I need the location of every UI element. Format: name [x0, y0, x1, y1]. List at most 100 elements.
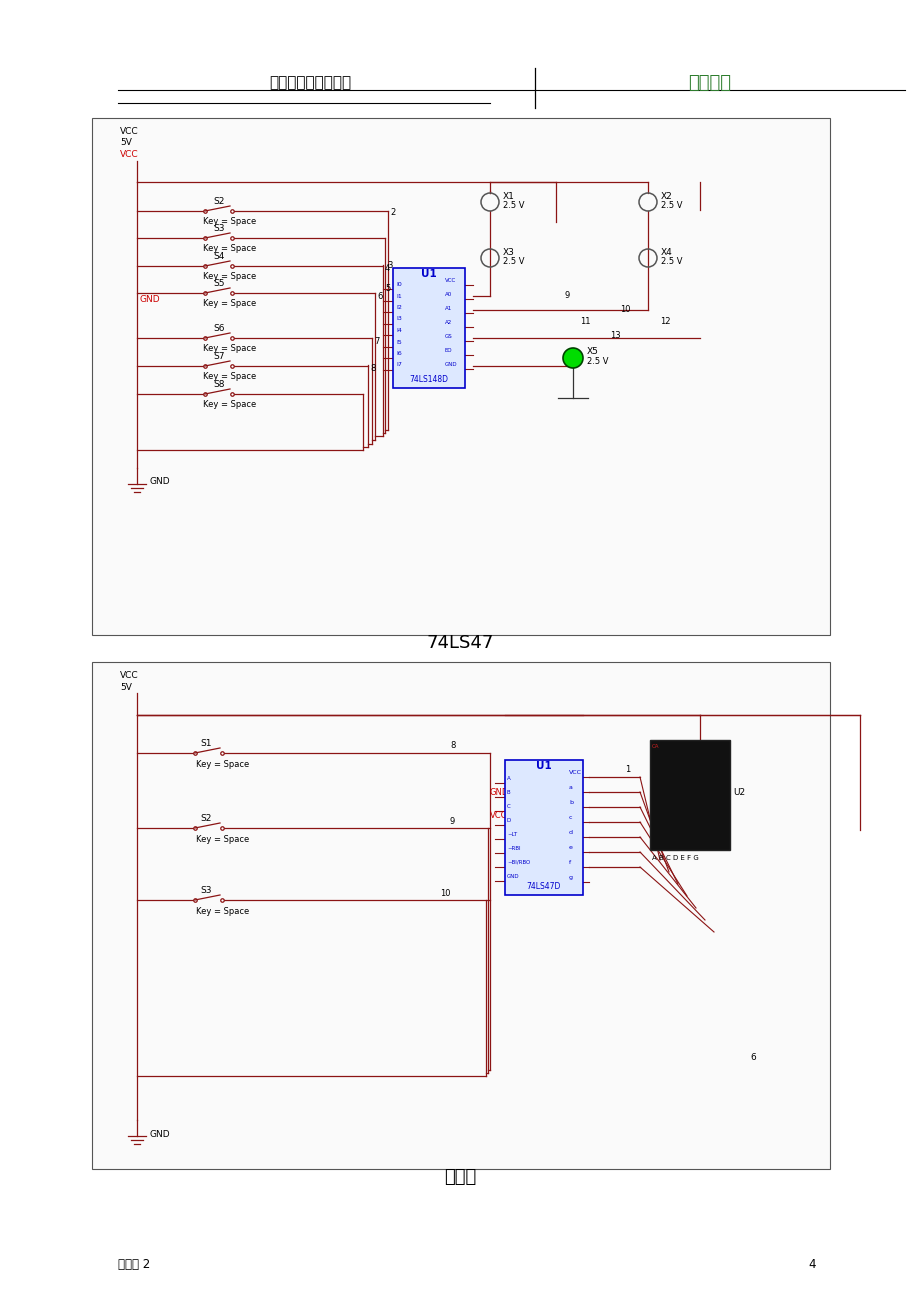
Text: A: A	[506, 776, 510, 781]
Text: 2.5 V: 2.5 V	[503, 201, 524, 210]
Text: 6: 6	[377, 292, 382, 301]
Bar	[92, 118, 829, 635]
Text: S5: S5	[213, 279, 224, 288]
Text: VCC: VCC	[119, 128, 139, 135]
Text: D: D	[506, 818, 511, 823]
Text: Key = Space: Key = Space	[196, 835, 249, 844]
Text: d: d	[568, 829, 573, 835]
Text: f: f	[568, 861, 571, 865]
Text: ~RBI: ~RBI	[506, 846, 520, 852]
Bar	[392, 268, 464, 388]
Text: A0: A0	[445, 292, 452, 297]
Circle shape	[562, 348, 583, 368]
Text: VCC: VCC	[445, 279, 456, 283]
Text: A1: A1	[445, 306, 452, 311]
Text: b: b	[568, 799, 573, 805]
Text: I3: I3	[395, 316, 402, 322]
Text: e: e	[568, 845, 573, 850]
Bar	[505, 760, 583, 894]
Text: I5: I5	[395, 340, 402, 345]
Text: C: C	[506, 805, 510, 809]
Text: U2: U2	[732, 788, 744, 797]
Text: VCC: VCC	[568, 769, 582, 775]
Text: 9: 9	[564, 292, 570, 299]
Text: GS: GS	[445, 335, 452, 339]
Text: I4: I4	[395, 328, 402, 333]
Text: X2: X2	[660, 191, 672, 201]
Text: 10: 10	[619, 305, 630, 314]
Text: 2.5 V: 2.5 V	[660, 256, 682, 266]
Bar	[650, 740, 729, 850]
Text: Key = Space: Key = Space	[203, 400, 256, 409]
Text: c: c	[568, 815, 572, 820]
Text: 3: 3	[387, 260, 391, 270]
Text: S6: S6	[213, 324, 224, 333]
Text: S1: S1	[199, 740, 211, 749]
Text: I1: I1	[395, 293, 402, 298]
Text: 13: 13	[609, 331, 620, 340]
Text: X4: X4	[660, 247, 672, 256]
Text: 1: 1	[624, 766, 630, 773]
Text: Key = Space: Key = Space	[196, 760, 249, 769]
Text: 互联网 2: 互联网 2	[118, 1258, 150, 1271]
Text: 74LS47: 74LS47	[425, 634, 494, 652]
Text: a: a	[568, 785, 573, 790]
Text: 11: 11	[579, 316, 590, 326]
Text: 5V: 5V	[119, 684, 131, 691]
Text: S7: S7	[213, 352, 224, 361]
Text: S2: S2	[213, 197, 224, 206]
Text: S3: S3	[199, 885, 211, 894]
Text: 2.5 V: 2.5 V	[503, 256, 524, 266]
Text: X5: X5	[586, 348, 598, 355]
Text: GND: GND	[150, 477, 170, 486]
Text: 页眉页脚可一键删除: 页眉页脚可一键删除	[268, 76, 351, 91]
Text: S4: S4	[213, 253, 224, 260]
Text: 4: 4	[384, 264, 390, 273]
Text: 7: 7	[374, 337, 379, 346]
Text: I2: I2	[395, 305, 402, 310]
Text: 74LS47D: 74LS47D	[527, 881, 561, 891]
Text: GND: GND	[140, 296, 161, 303]
Text: 6: 6	[749, 1053, 754, 1062]
Text: S2: S2	[199, 814, 211, 823]
Text: 2: 2	[390, 208, 395, 217]
Text: A B C D E F G: A B C D E F G	[652, 855, 698, 861]
Text: 4: 4	[807, 1258, 814, 1271]
Text: g: g	[568, 875, 573, 880]
Text: A2: A2	[445, 320, 452, 326]
Text: Key = Space: Key = Space	[196, 907, 249, 917]
Text: ~BI/RBO: ~BI/RBO	[506, 861, 529, 865]
Text: X1: X1	[503, 191, 515, 201]
Text: 2.5 V: 2.5 V	[660, 201, 682, 210]
Text: 74LS148D: 74LS148D	[409, 375, 448, 384]
Text: VCC: VCC	[490, 811, 507, 820]
Text: 8: 8	[449, 741, 455, 750]
Text: 12: 12	[659, 316, 670, 326]
Text: EO: EO	[445, 348, 452, 353]
Text: 5: 5	[384, 284, 390, 293]
Text: Key = Space: Key = Space	[203, 217, 256, 227]
Text: 仅供借鉴: 仅供借鉴	[687, 74, 731, 92]
Text: Key = Space: Key = Space	[203, 372, 256, 381]
Text: GND: GND	[506, 874, 519, 879]
Text: Key = Space: Key = Space	[203, 272, 256, 281]
Text: I0: I0	[395, 283, 402, 286]
Text: Key = Space: Key = Space	[203, 243, 256, 253]
Text: B: B	[506, 790, 510, 796]
Text: VCC: VCC	[119, 150, 139, 159]
Text: S3: S3	[213, 224, 224, 233]
Text: 2.5 V: 2.5 V	[586, 357, 607, 366]
Text: 8: 8	[369, 365, 375, 372]
Text: Key = Space: Key = Space	[203, 344, 256, 353]
Text: U1: U1	[536, 760, 551, 771]
Text: X3: X3	[503, 247, 515, 256]
Text: 9: 9	[449, 816, 455, 825]
Bar	[92, 661, 829, 1169]
Text: VCC: VCC	[119, 671, 139, 680]
Text: GND: GND	[490, 788, 509, 797]
Text: CA: CA	[652, 743, 659, 749]
Text: ~LT: ~LT	[506, 832, 516, 837]
Text: Key = Space: Key = Space	[203, 299, 256, 309]
Text: GND: GND	[445, 362, 457, 367]
Text: I6: I6	[395, 352, 402, 355]
